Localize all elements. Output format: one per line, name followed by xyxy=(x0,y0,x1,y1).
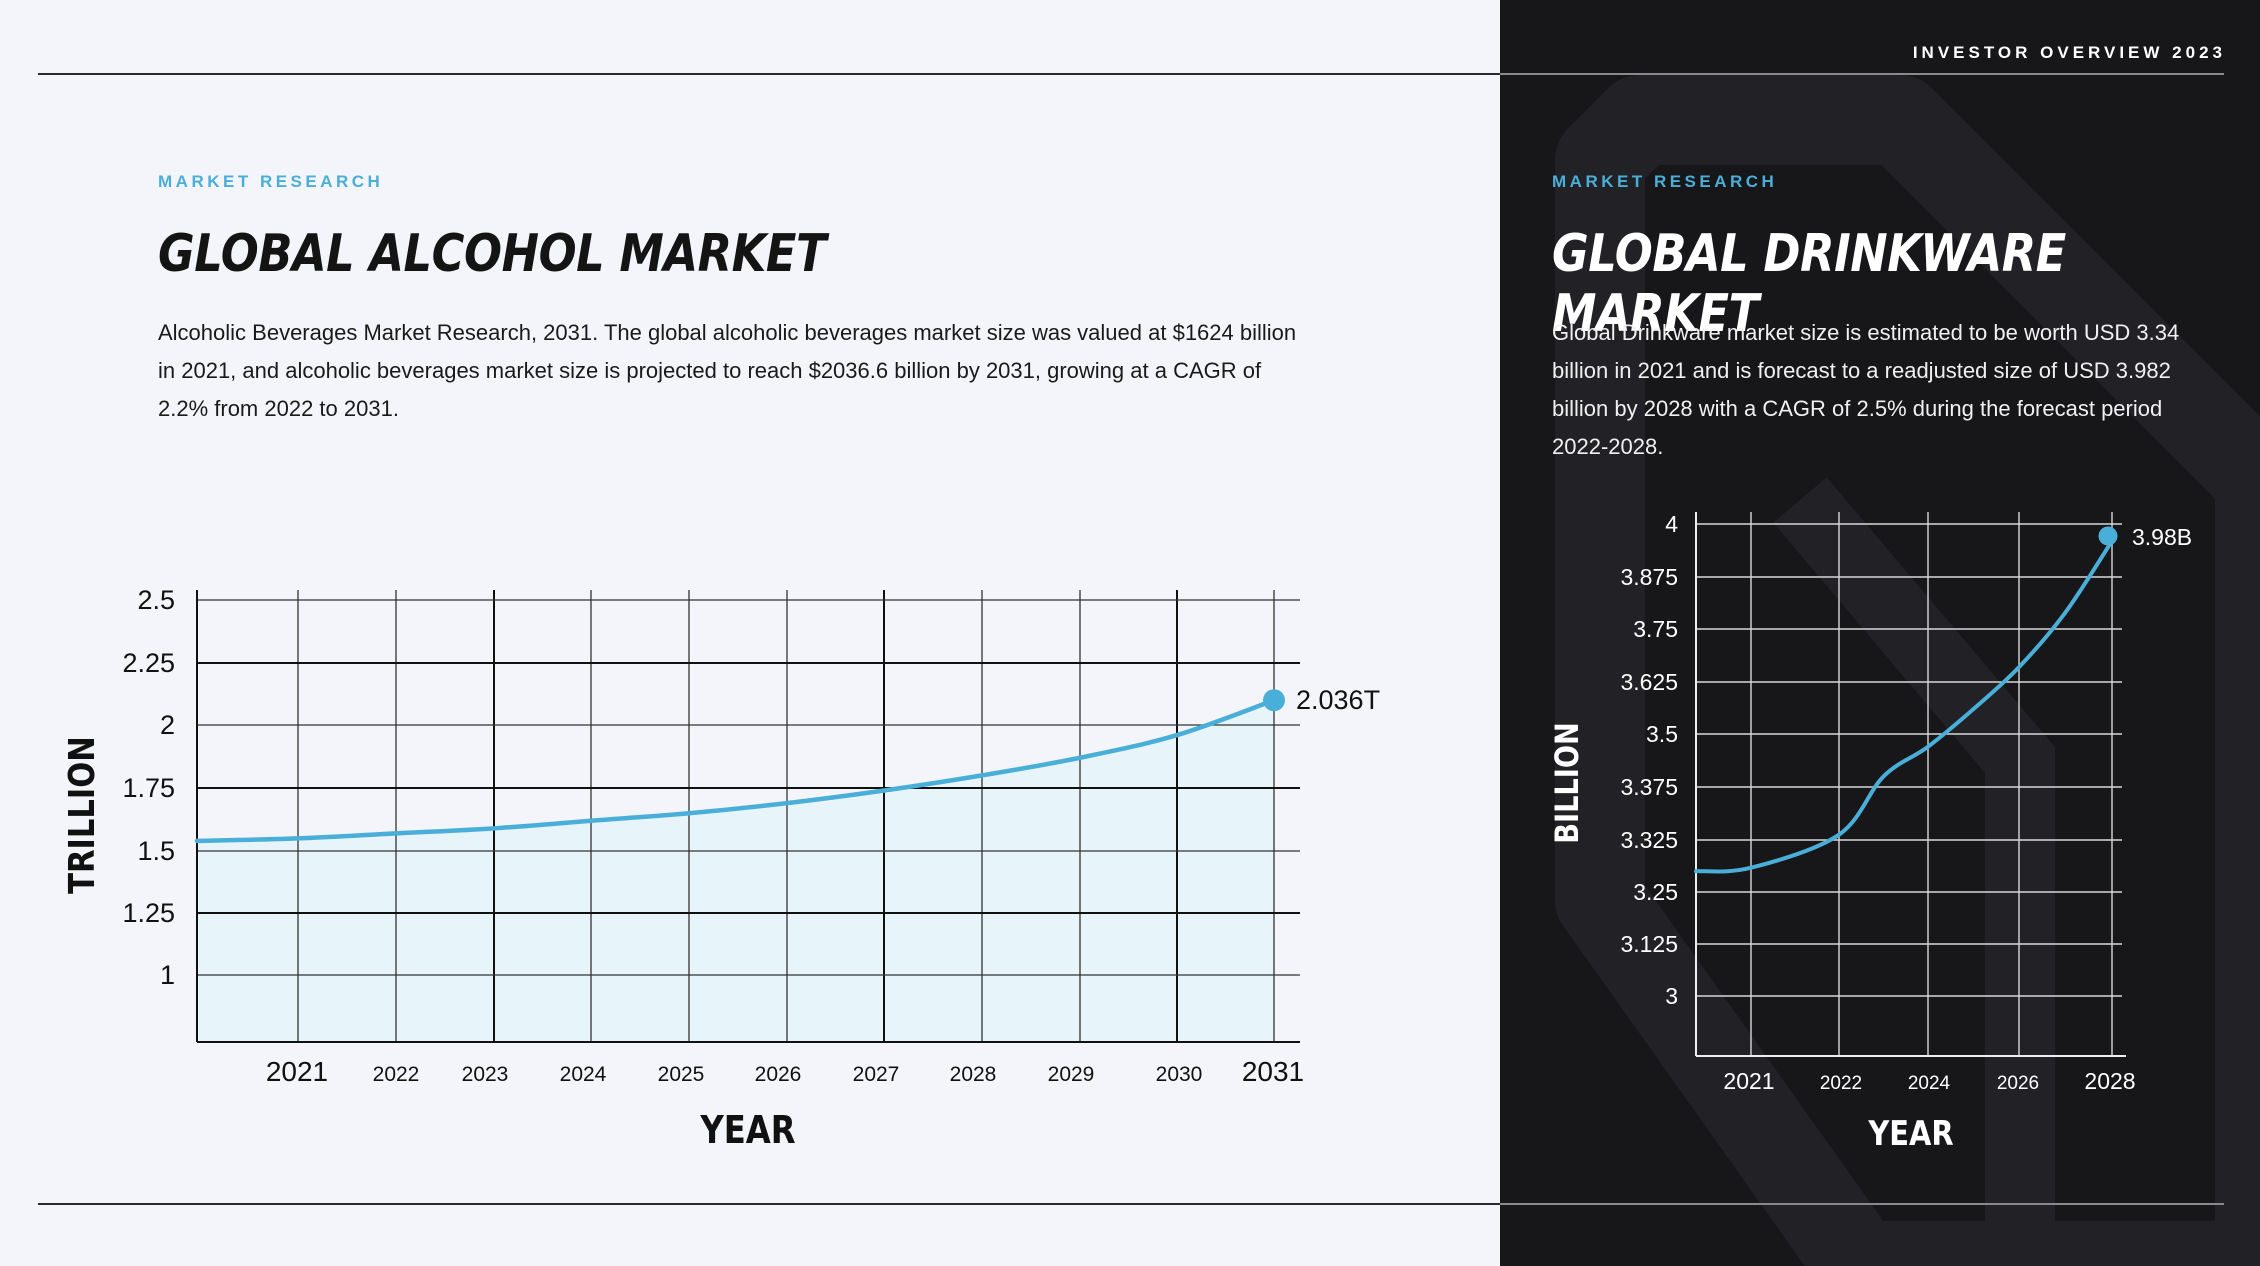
x-tick-label: 2028 xyxy=(950,1063,997,1086)
x-tick-label: 2026 xyxy=(1997,1073,2039,1094)
y-tick-label: 3.25 xyxy=(1633,879,1678,905)
x-tick-label: 2023 xyxy=(462,1063,509,1086)
left-description: Alcoholic Beverages Market Research, 203… xyxy=(158,320,1297,421)
x-tick-label: 2021 xyxy=(1723,1068,1774,1094)
x-tick-label: 2025 xyxy=(658,1063,705,1086)
x-axis-title: YEAR xyxy=(699,1109,795,1153)
x-axis-title: YEAR xyxy=(1867,1115,1953,1154)
y-tick-label: 3 xyxy=(1665,983,1678,1009)
y-tick-label: 2.25 xyxy=(122,648,175,678)
y-tick-label: 1.5 xyxy=(137,836,175,866)
y-axis-title: TRILLION xyxy=(61,736,103,894)
end-point xyxy=(2098,526,2118,546)
grid xyxy=(1696,512,2122,1056)
x-tick-label: 2026 xyxy=(755,1063,802,1086)
bottom-rule-right xyxy=(1500,1203,2224,1205)
top-rule-right xyxy=(1500,73,2224,75)
y-tick-label: 3.125 xyxy=(1620,931,1678,957)
x-tick-label: 2030 xyxy=(1156,1063,1203,1086)
top-rule-left xyxy=(38,73,1500,75)
background-logo-watermark xyxy=(1555,75,2260,1266)
x-tick-label: 2024 xyxy=(1908,1073,1951,1094)
bottom-rule-left xyxy=(38,1203,1500,1205)
y-tick-label: 1.75 xyxy=(122,773,175,803)
x-tick-label: 2028 xyxy=(2084,1068,2135,1094)
y-tick-label: 3.5 xyxy=(1646,721,1678,747)
left-panel xyxy=(0,0,1500,1266)
x-tick-label: 2029 xyxy=(1048,1063,1095,1086)
series-line xyxy=(194,697,1277,844)
left-title: GLOBAL ALCOHOL MARKET xyxy=(158,224,827,284)
y-tick-label: 3.375 xyxy=(1620,774,1678,800)
area-fill xyxy=(197,700,1274,1042)
x-tick-label: 2021 xyxy=(266,1056,328,1087)
right-eyebrow: MARKET RESEARCH xyxy=(1552,172,1778,191)
end-label: 3.98B xyxy=(2132,524,2192,550)
left-eyebrow: MARKET RESEARCH xyxy=(158,172,384,191)
y-axis-title: BILLION xyxy=(1549,722,1587,843)
right-title: GLOBAL DRINKWARE MARKET xyxy=(1552,224,2066,344)
y-tick-label: 3.625 xyxy=(1620,669,1678,695)
grid xyxy=(197,590,1300,1042)
report-label: INVESTOR OVERVIEW 2023 xyxy=(1912,43,2226,62)
end-point xyxy=(1263,689,1285,712)
y-tick-label: 3.75 xyxy=(1633,616,1678,642)
end-label: 2.036T xyxy=(1296,685,1380,715)
y-tick-label: 3.875 xyxy=(1620,564,1678,590)
y-tick-label: 3.325 xyxy=(1620,827,1678,853)
y-tick-label: 2.5 xyxy=(137,585,175,615)
series-line xyxy=(1694,538,2114,874)
y-tick-label: 2 xyxy=(160,710,175,740)
x-tick-label: 2024 xyxy=(560,1063,607,1086)
x-tick-label: 2022 xyxy=(1820,1073,1862,1094)
x-tick-label: 2027 xyxy=(853,1063,900,1086)
right-description: Global Drinkware market size is estimate… xyxy=(1552,320,2180,459)
right-panel xyxy=(1500,0,2260,1266)
x-tick-label: 2031 xyxy=(1242,1056,1304,1087)
y-tick-label: 4 xyxy=(1665,511,1678,537)
y-tick-label: 1.25 xyxy=(122,898,175,928)
x-tick-label: 2022 xyxy=(373,1063,420,1086)
y-tick-label: 1 xyxy=(160,960,175,990)
